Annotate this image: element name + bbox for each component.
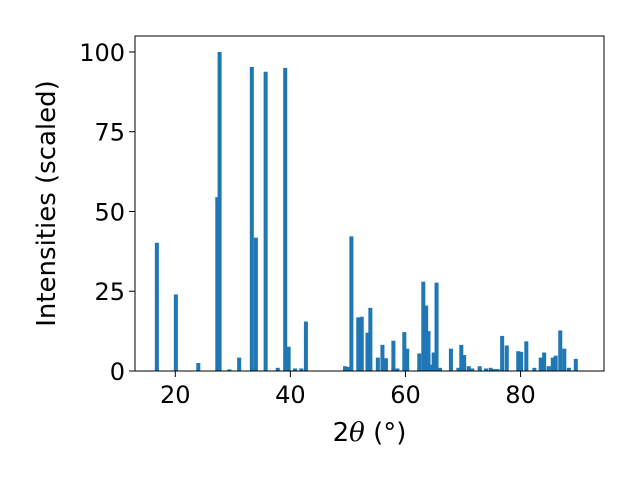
bar (286, 346, 291, 371)
bar (375, 357, 380, 371)
bar (196, 363, 201, 371)
bar (488, 367, 493, 371)
bar (566, 367, 571, 371)
bar (484, 368, 489, 371)
bar (383, 358, 388, 371)
bar (421, 281, 426, 371)
bar (249, 66, 254, 371)
bar (462, 355, 467, 371)
x-axis-ticks: 20 40 60 80 (160, 371, 536, 409)
bar (550, 357, 555, 371)
y-tick-label: 50 (94, 198, 125, 226)
bar (524, 341, 529, 371)
bar (500, 335, 505, 371)
bar (448, 348, 453, 371)
bar (437, 367, 443, 371)
plot-frame (134, 35, 605, 372)
y-tick-label: 75 (94, 119, 125, 147)
bar (428, 364, 433, 371)
bar (263, 71, 268, 371)
bar (217, 51, 222, 371)
bar (402, 332, 407, 371)
bar (391, 340, 396, 371)
bar (154, 242, 159, 371)
bar (504, 345, 509, 371)
y-tick-label: 25 (94, 278, 125, 306)
bar (431, 352, 436, 371)
y-axis-label: Intensities (scaled) (32, 80, 62, 327)
x-tick-label: 80 (505, 381, 536, 409)
bar (562, 348, 567, 371)
bar (299, 368, 304, 371)
bar (395, 368, 400, 371)
x-tick-label: 40 (275, 381, 306, 409)
bar (359, 316, 364, 371)
bar (215, 197, 220, 371)
bar (303, 321, 308, 371)
bar (542, 352, 547, 371)
bar (573, 358, 578, 371)
bar (292, 368, 297, 371)
bars-group (154, 51, 578, 372)
bar (365, 332, 370, 371)
bar (491, 369, 496, 371)
bar (546, 366, 551, 371)
bar (405, 348, 410, 371)
bar (459, 344, 464, 371)
bar (495, 369, 500, 371)
bar (456, 367, 461, 371)
bar (227, 369, 232, 371)
bar (283, 67, 288, 372)
bar (343, 366, 348, 371)
x-tick-label: 60 (390, 381, 421, 409)
y-tick-label: 0 (110, 358, 125, 386)
bar (532, 367, 537, 371)
x-axis-label: 2θ (°) (333, 418, 407, 448)
bar (538, 357, 543, 371)
bar (434, 282, 439, 371)
bar (368, 307, 373, 371)
bar (553, 355, 558, 371)
bar (516, 351, 521, 371)
bar (426, 331, 431, 371)
bar (466, 366, 471, 371)
bar (477, 366, 482, 371)
bar (275, 367, 280, 371)
bar (558, 330, 563, 371)
bar (380, 344, 385, 371)
bar (519, 351, 524, 371)
bar (346, 366, 351, 371)
y-axis-ticks: 0 25 50 75 100 (79, 39, 135, 386)
bar (417, 353, 422, 371)
y-tick-label: 100 (79, 39, 125, 67)
bar (349, 236, 354, 371)
bar (237, 357, 242, 371)
x-tick-label: 20 (160, 381, 191, 409)
bar (470, 368, 475, 371)
bar (424, 305, 429, 371)
bar (253, 237, 258, 371)
bar (356, 317, 361, 371)
bar (173, 294, 178, 371)
